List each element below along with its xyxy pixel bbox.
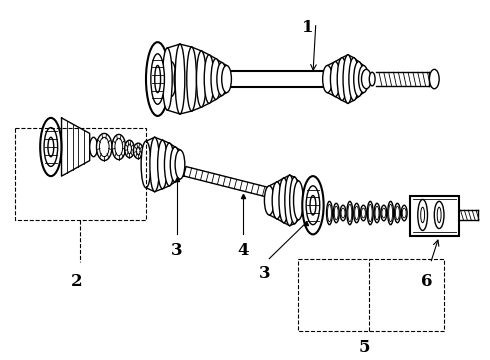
Ellipse shape [151, 54, 165, 104]
Ellipse shape [343, 55, 353, 103]
Ellipse shape [158, 140, 168, 189]
Text: 4: 4 [237, 242, 249, 259]
Polygon shape [184, 167, 270, 197]
Ellipse shape [175, 150, 185, 179]
Polygon shape [62, 118, 90, 176]
Text: 2: 2 [71, 273, 83, 290]
Ellipse shape [127, 144, 131, 154]
Ellipse shape [136, 147, 140, 155]
Bar [410, 195, 459, 236]
Ellipse shape [165, 143, 174, 186]
Ellipse shape [362, 208, 366, 218]
Ellipse shape [434, 201, 444, 229]
Ellipse shape [348, 204, 352, 222]
Ellipse shape [302, 176, 323, 234]
Ellipse shape [337, 58, 347, 100]
Ellipse shape [97, 134, 112, 161]
Ellipse shape [401, 205, 407, 221]
Ellipse shape [211, 59, 220, 99]
Ellipse shape [174, 67, 180, 91]
Ellipse shape [355, 206, 359, 220]
Ellipse shape [265, 186, 274, 215]
Ellipse shape [196, 51, 206, 107]
Ellipse shape [279, 178, 289, 223]
Ellipse shape [340, 205, 346, 221]
Text: 3: 3 [171, 242, 183, 259]
Ellipse shape [285, 175, 294, 226]
Ellipse shape [310, 195, 316, 215]
Ellipse shape [204, 55, 214, 103]
Ellipse shape [361, 205, 367, 221]
Text: 5: 5 [359, 339, 370, 356]
Ellipse shape [354, 203, 360, 223]
Text: 6: 6 [421, 273, 432, 290]
Ellipse shape [99, 137, 109, 157]
Ellipse shape [341, 208, 345, 218]
Ellipse shape [374, 203, 380, 223]
Ellipse shape [334, 206, 338, 220]
Ellipse shape [381, 205, 387, 221]
Ellipse shape [221, 66, 231, 93]
Ellipse shape [394, 203, 400, 223]
Ellipse shape [330, 62, 340, 96]
Ellipse shape [150, 137, 160, 192]
Ellipse shape [368, 201, 373, 225]
Ellipse shape [141, 141, 151, 188]
Ellipse shape [388, 201, 393, 225]
Ellipse shape [146, 42, 169, 116]
Ellipse shape [175, 44, 185, 114]
Ellipse shape [375, 206, 379, 220]
Ellipse shape [362, 69, 371, 89]
Bar [298, 258, 444, 332]
Ellipse shape [40, 118, 62, 176]
Ellipse shape [112, 134, 125, 159]
Ellipse shape [359, 66, 368, 93]
Ellipse shape [333, 203, 339, 223]
Ellipse shape [290, 177, 299, 224]
Ellipse shape [170, 147, 180, 182]
Ellipse shape [48, 137, 54, 157]
Ellipse shape [322, 66, 332, 93]
Ellipse shape [163, 48, 172, 110]
Ellipse shape [402, 208, 406, 218]
Ellipse shape [272, 182, 282, 219]
Ellipse shape [294, 181, 303, 220]
Ellipse shape [369, 72, 375, 86]
Ellipse shape [187, 47, 196, 111]
Ellipse shape [44, 127, 58, 166]
Ellipse shape [437, 207, 441, 223]
Ellipse shape [429, 69, 439, 89]
Ellipse shape [327, 204, 331, 222]
Ellipse shape [382, 208, 386, 218]
Ellipse shape [395, 206, 399, 220]
Ellipse shape [124, 140, 134, 158]
Ellipse shape [90, 137, 98, 157]
Ellipse shape [155, 66, 161, 93]
Ellipse shape [421, 207, 424, 223]
Ellipse shape [418, 199, 427, 230]
Ellipse shape [217, 63, 226, 95]
Ellipse shape [354, 62, 364, 96]
Ellipse shape [326, 201, 332, 225]
Ellipse shape [347, 201, 353, 225]
Ellipse shape [115, 138, 122, 156]
Ellipse shape [389, 204, 392, 222]
Ellipse shape [368, 204, 372, 222]
Text: 3: 3 [259, 265, 270, 283]
Ellipse shape [349, 58, 359, 100]
Bar [15, 127, 146, 220]
Ellipse shape [167, 62, 176, 96]
Ellipse shape [133, 143, 143, 159]
Ellipse shape [306, 186, 320, 225]
Text: 1: 1 [302, 19, 314, 36]
